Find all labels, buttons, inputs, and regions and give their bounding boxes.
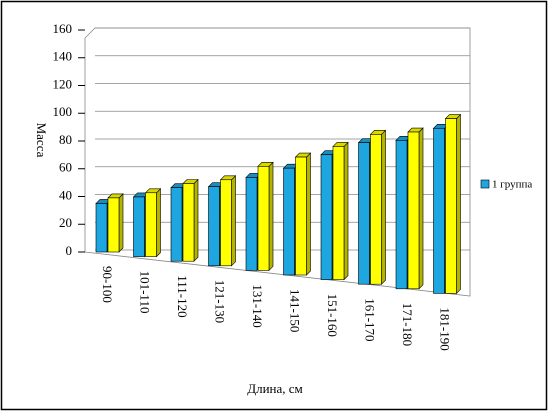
bar [320,154,333,280]
bar [283,167,295,276]
x-tick-label: 161-170 [363,298,378,341]
x-tick-label: 131-140 [250,284,265,327]
legend-swatch [480,179,490,189]
bar-side [118,193,124,253]
bar [133,196,145,257]
bar [170,187,183,262]
bar [208,186,220,267]
y-tick-label: 160 [53,21,73,36]
bar [358,142,370,285]
bar [257,166,270,271]
y-tick-label: 40 [59,187,72,202]
bar-side [418,127,424,290]
bar-side [268,161,274,272]
y-tick-label: 140 [53,49,73,64]
y-tick-label: 100 [53,104,73,119]
bar [407,131,420,290]
x-tick-label: 101-110 [138,271,153,314]
x-tick-label: 151-160 [325,294,340,337]
bar [295,156,307,276]
bar [445,118,457,294]
bar [433,127,445,294]
bar [395,140,408,290]
y-tick-label: 0 [66,243,73,258]
legend-label: 1 группа [492,179,532,191]
bar [332,146,345,280]
x-axis-title: Длина, см [247,381,303,396]
y-axis-title: Масса [34,123,49,158]
x-tick-label: 141-150 [288,289,303,332]
x-tick-label: 121-130 [213,280,228,323]
bar-side [456,113,461,295]
bar-side [306,152,311,276]
y-tick-label: 20 [59,215,72,230]
y-tick-label: 120 [53,76,73,91]
bar [245,177,258,271]
bar [220,179,232,267]
bar [95,203,108,253]
bar [145,192,157,257]
x-tick-label: 111-120 [175,275,190,317]
bar-side [343,141,349,281]
y-tick-label: 80 [59,132,72,147]
bar-side [156,188,161,258]
y-tick-label: 60 [59,160,72,175]
bar [182,183,195,262]
bar-side [381,129,386,285]
bar-side [193,178,199,262]
x-tick-label: 90-100 [100,266,115,303]
bar-side [231,175,236,267]
bar [370,134,382,285]
x-tick-label: 171-180 [400,303,415,346]
x-tick-label: 181-190 [438,307,453,350]
bar [107,197,120,253]
